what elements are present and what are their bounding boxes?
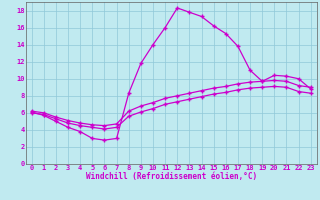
X-axis label: Windchill (Refroidissement éolien,°C): Windchill (Refroidissement éolien,°C): [86, 172, 257, 181]
